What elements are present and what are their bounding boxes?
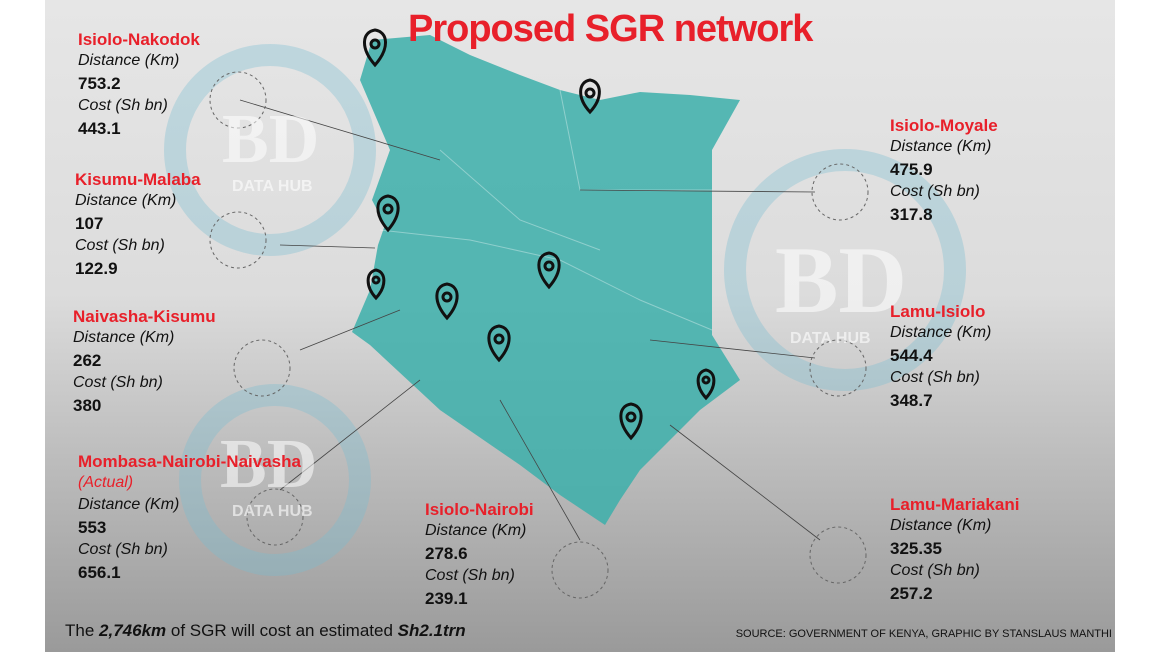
watermark: BD	[220, 426, 318, 503]
cost-label: Cost (Sh bn)	[78, 541, 168, 558]
route-name: Isiolo-Nakodok	[78, 30, 200, 49]
distance-label: Distance (Km)	[890, 138, 992, 155]
route-name: Kisumu-Malaba	[75, 170, 201, 189]
cost-value: 380	[73, 396, 102, 415]
distance-value: 262	[73, 351, 102, 370]
route-name: Lamu-Isiolo	[890, 302, 986, 321]
title: Proposed SGR network	[408, 8, 813, 50]
distance-label: Distance (Km)	[78, 52, 180, 69]
route-name: Lamu-Mariakani	[890, 495, 1020, 514]
route-note: (Actual)	[78, 474, 134, 491]
distance-label: Distance (Km)	[890, 324, 992, 341]
summary-length: 2,746km	[99, 621, 167, 640]
cost-value: 656.1	[78, 563, 121, 582]
distance-value: 107	[75, 214, 104, 233]
watermark: BD	[775, 227, 907, 333]
cost-label: Cost (Sh bn)	[425, 567, 515, 584]
distance-label: Distance (Km)	[75, 192, 177, 209]
kenya-map	[352, 35, 740, 525]
watermark-sub: DATA HUB	[232, 178, 313, 195]
cost-label: Cost (Sh bn)	[75, 237, 165, 254]
cost-value: 257.2	[890, 584, 933, 603]
distance-value: 325.35	[890, 539, 942, 558]
cost-value: 348.7	[890, 391, 933, 410]
route-name: Isiolo-Moyale	[890, 116, 998, 135]
distance-label: Distance (Km)	[78, 496, 180, 513]
summary: The 2,746km of SGR will cost an estimate…	[65, 621, 466, 641]
cost-label: Cost (Sh bn)	[73, 374, 163, 391]
cost-value: 317.8	[890, 205, 933, 224]
distance-value: 278.6	[425, 544, 468, 563]
cost-value: 122.9	[75, 259, 118, 278]
cost-label: Cost (Sh bn)	[890, 369, 980, 386]
route-name: Mombasa-Nairobi-Naivasha	[78, 452, 301, 471]
cost-value: 239.1	[425, 589, 468, 608]
summary-cost: Sh2.1trn	[397, 621, 466, 640]
distance-label: Distance (Km)	[425, 522, 527, 539]
cost-label: Cost (Sh bn)	[78, 97, 168, 114]
distance-value: 475.9	[890, 160, 933, 179]
distance-value: 553	[78, 518, 107, 537]
watermark: BD	[222, 101, 320, 178]
route-name: Naivasha-Kisumu	[73, 307, 216, 326]
watermark-sub: DATA HUB	[790, 330, 871, 347]
cost-value: 443.1	[78, 119, 121, 138]
watermark-sub: DATA HUB	[232, 503, 313, 520]
summary-text: of SGR will cost an estimated	[166, 621, 398, 640]
distance-label: Distance (Km)	[73, 329, 175, 346]
distance-value: 544.4	[890, 346, 933, 365]
distance-label: Distance (Km)	[890, 517, 992, 534]
distance-value: 753.2	[78, 74, 121, 93]
summary-text: The	[65, 621, 100, 640]
route-name: Isiolo-Nairobi	[425, 500, 534, 519]
source: SOURCE: GOVERNMENT OF KENYA, GRAPHIC BY …	[735, 628, 1112, 640]
cost-label: Cost (Sh bn)	[890, 183, 980, 200]
cost-label: Cost (Sh bn)	[890, 562, 980, 579]
